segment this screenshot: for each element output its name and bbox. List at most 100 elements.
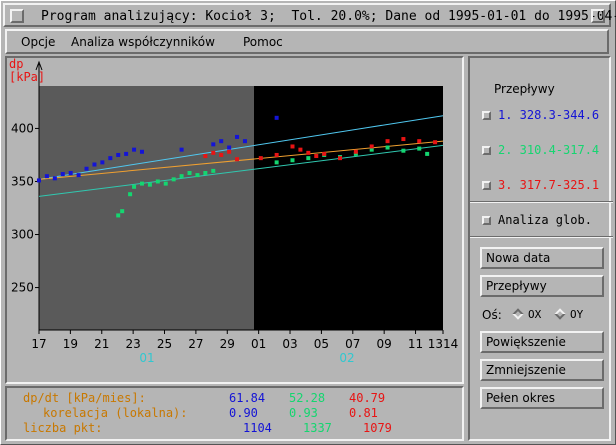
data-point-series-3: [322, 151, 327, 156]
stats-panel: dp/dt [kPa/mies]: korelacja (lokalna): l…: [5, 386, 464, 441]
x-tick-label: 03: [282, 337, 297, 351]
data-point-series-3: [353, 149, 358, 154]
data-point-series-3: [258, 156, 263, 161]
stat-korelacja-2: 0.93: [289, 406, 318, 420]
data-point-series-2: [163, 181, 168, 186]
data-point-series-1: [108, 156, 113, 161]
data-point-series-3: [306, 150, 311, 155]
data-point-series-2: [116, 213, 121, 218]
data-point-series-1: [219, 139, 224, 144]
data-point-series-1: [84, 166, 89, 171]
data-point-series-3: [401, 137, 406, 142]
data-point-series-1: [124, 151, 129, 156]
window-menu-button[interactable]: [10, 9, 24, 23]
data-point-series-2: [211, 168, 216, 173]
stat-label-dpdt: dp/dt [kPa/mies]:: [23, 391, 146, 405]
y-axis-label: dp: [9, 58, 23, 71]
menu-bar: Opcje Analiza współczynników Pomoc: [5, 29, 609, 54]
global-analysis-checkbox[interactable]: [482, 216, 491, 225]
data-point-series-1: [92, 162, 97, 167]
data-point-series-1: [116, 152, 121, 157]
data-point-series-3: [369, 144, 374, 149]
global-analysis-label[interactable]: Analiza glob.: [498, 213, 592, 227]
stat-korelacja-1: 0.90: [229, 406, 258, 420]
y-axis-arrow: [35, 60, 43, 71]
data-point-series-1: [242, 139, 247, 144]
zoom-in-button[interactable]: Powiększenie: [480, 331, 604, 353]
data-point-series-1: [76, 173, 81, 178]
x-tick-label: 07: [345, 337, 360, 351]
month-label: 01: [139, 351, 154, 365]
stat-label-liczba: liczba pkt:: [23, 421, 103, 435]
stat-liczba-2: 1337: [303, 421, 332, 435]
x-tick-label: 17: [31, 337, 46, 351]
data-point-series-2: [385, 145, 390, 150]
data-point-series-3: [338, 156, 343, 161]
data-point-series-1: [235, 134, 240, 139]
data-point-series-1: [227, 145, 232, 150]
data-point-series-3: [433, 140, 438, 145]
axis-ox-radio[interactable]: [512, 308, 524, 320]
x-tick-label: 27: [188, 337, 203, 351]
menu-opcje[interactable]: Opcje: [21, 35, 56, 49]
y-tick-label: 250: [11, 281, 34, 295]
flow3-label[interactable]: 3. 317.7-325.1: [498, 178, 600, 192]
zoom-out-button[interactable]: Zmniejszenie: [480, 359, 604, 381]
data-point-series-3: [314, 154, 319, 159]
new-date-button[interactable]: Nowa data: [480, 247, 604, 269]
plot-panel-left: [39, 86, 254, 330]
data-point-series-1: [52, 176, 57, 181]
x-tick-label: 21: [94, 337, 109, 351]
data-point-series-2: [132, 184, 137, 189]
axis-oy-label[interactable]: OY: [570, 308, 584, 321]
menu-pomoc[interactable]: Pomoc: [243, 35, 283, 49]
data-point-series-2: [290, 158, 295, 163]
data-point-series-2: [128, 192, 133, 197]
control-panel: Przepływy 1. 328.3-344.6 2. 310.4-317.4 …: [468, 56, 613, 441]
data-point-series-1: [179, 147, 184, 152]
month-label: 02: [339, 351, 354, 365]
axis-ox-label[interactable]: OX: [528, 308, 542, 321]
maximize-button[interactable]: [591, 9, 605, 23]
data-point-series-2: [353, 151, 358, 156]
menu-analiza-wspolczynnikow[interactable]: Analiza współczynników: [71, 35, 215, 49]
stat-liczba-3: 1079: [363, 421, 392, 435]
data-point-series-2: [195, 173, 200, 178]
stat-dpdt-3: 40.79: [349, 391, 386, 405]
chart-area: dp [kPa] 250 300 350 400 17 19 21 23 25 27 29 01 03 05 0…: [5, 56, 464, 384]
divider: [470, 201, 613, 203]
flows-heading: Przepływy: [494, 82, 555, 96]
flow1-checkbox[interactable]: [482, 111, 491, 120]
data-point-series-2: [155, 179, 160, 184]
data-point-series-2: [171, 177, 176, 182]
x-tick-label: 25: [157, 337, 172, 351]
trend-line: [38, 144, 444, 197]
axis-oy-radio[interactable]: [554, 308, 566, 320]
chart-svg: dp[kPa] 250 300 350 400 17 19 21 23 25 27 29 01 03 05 0…: [9, 57, 459, 365]
flow1-label[interactable]: 1. 328.3-344.6: [498, 108, 600, 122]
y-tick-label: 400: [11, 121, 34, 135]
x-tick-label: 1314: [428, 337, 459, 351]
y-tick-label: 350: [11, 174, 34, 188]
data-point-series-3: [274, 152, 279, 157]
data-point-series-2: [179, 174, 184, 179]
flow3-checkbox[interactable]: [482, 181, 491, 190]
data-point-series-2: [120, 209, 125, 214]
data-point-series-3: [227, 149, 232, 154]
data-point-series-1: [68, 170, 73, 175]
data-point-series-2: [417, 146, 422, 151]
data-point-series-2: [274, 160, 279, 165]
data-point-series-2: [203, 170, 208, 175]
flow2-checkbox[interactable]: [482, 146, 491, 155]
flow2-label[interactable]: 2. 310.4-317.4: [498, 143, 600, 157]
full-range-button[interactable]: Pełen okres: [480, 387, 604, 409]
title-bar[interactable]: Program analizujący: Kocioł 3; Tol. 20.0…: [3, 3, 616, 27]
data-point-series-1: [44, 174, 49, 179]
plot-panel-right: [254, 86, 443, 330]
flows-button[interactable]: Przepływy: [480, 275, 604, 297]
x-tick-label: 19: [63, 337, 78, 351]
y-axis-unit: [kPa]: [9, 70, 45, 84]
data-point-series-1: [37, 178, 41, 183]
trend-line: [38, 140, 444, 180]
x-tick-label: 23: [125, 337, 140, 351]
